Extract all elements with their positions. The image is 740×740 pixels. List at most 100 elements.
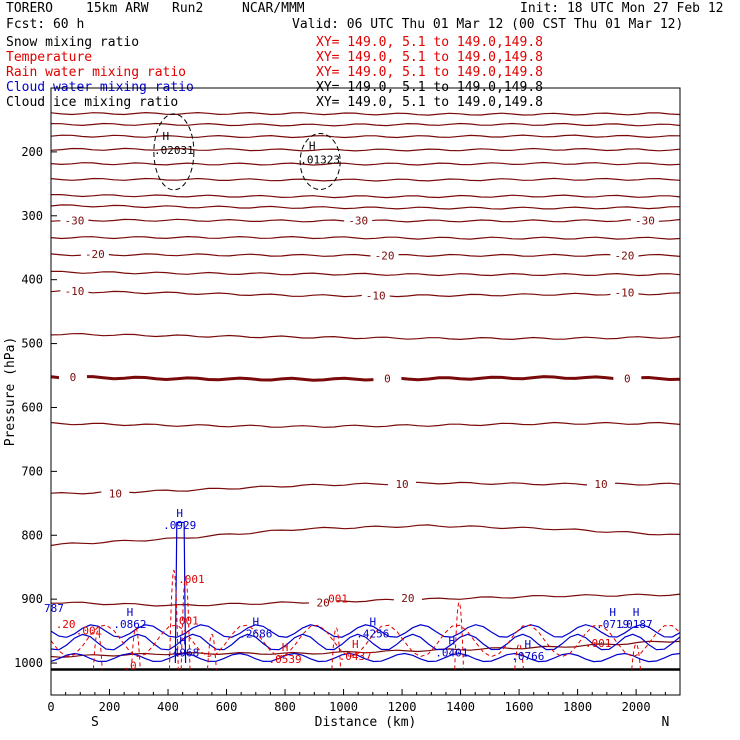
model-name: TORERO (6, 1, 53, 16)
temperature-label: 0 (384, 373, 391, 386)
temperature-label-bg (613, 371, 642, 385)
forecast-hour: Fcst: 60 h (6, 17, 85, 32)
isotherm-line (50, 524, 681, 547)
x-tick-label: 1200 (388, 700, 417, 714)
cloud-water-contour (50, 633, 681, 651)
cloud-water-max-h: H (252, 615, 259, 628)
temperature-label: -20 (375, 249, 395, 262)
isotherm-line (50, 161, 681, 166)
temperature-label-bg (80, 247, 109, 261)
temperature-label-bg (610, 248, 639, 262)
temperature-label-bg (344, 213, 373, 227)
rain-max-value: .001 (76, 624, 103, 637)
x-tick-label: 200 (99, 700, 121, 714)
cloud-water-contour (50, 624, 681, 638)
cloud-water-max-h: H (525, 638, 532, 651)
cloud-water-max-value: .4256 (356, 627, 389, 640)
isotherm-line (51, 593, 681, 607)
rain-max-h: H (352, 638, 359, 651)
isotherm-line (50, 332, 681, 341)
temperature-label: 10 (395, 478, 408, 491)
cloud-water-max-value: .0766 (511, 650, 544, 663)
temperature-label: 0 (70, 371, 77, 384)
cloud-water-max-value: .0719 (596, 618, 629, 631)
isotherm-line (50, 134, 681, 139)
rain-water-contour (331, 627, 342, 670)
legend-snow: Snow mixing ratio (6, 35, 140, 50)
legend-temperature-xy: XY= 149.0, 5.1 to 149.0,149.8 (316, 50, 543, 65)
x-tick-label: 1000 (329, 700, 358, 714)
x-tick-label: 1400 (446, 700, 475, 714)
temperature-label-bg (373, 371, 402, 385)
x-end-label-left: S (91, 715, 99, 730)
cloud-water-max-h: H (609, 606, 616, 619)
x-tick-label: 400 (157, 700, 179, 714)
cloud-water-max-value: .0401 (435, 647, 468, 660)
legend-cloud-ice: Cloud ice mixing ratio (6, 95, 179, 110)
isotherm-line (50, 421, 681, 428)
isotherm-line (50, 235, 681, 240)
temperature-label: -10 (366, 290, 386, 303)
cloud-water-max-value: .0862 (113, 618, 146, 631)
temperature-label: -30 (64, 214, 84, 227)
model-run: Run2 (172, 1, 204, 16)
isotherm-line (50, 481, 681, 495)
y-tick-label: 400 (21, 273, 43, 287)
y-tick-label: 200 (21, 145, 43, 159)
temperature-label-bg (388, 477, 417, 491)
x-tick-label: 0 (47, 700, 54, 714)
y-tick-label: 300 (21, 209, 43, 223)
cloud-water-contour (50, 652, 681, 663)
temperature-label: 10 (109, 488, 122, 501)
snow-max-h: H (163, 130, 170, 143)
temperature-label-bg (58, 369, 87, 383)
valid-time: Valid: 06 UTC Thu 01 Mar 12 (00 CST Thu … (292, 17, 684, 32)
temperature-label-bg (370, 248, 399, 262)
temperature-label-bg (587, 477, 616, 491)
snow-contour (153, 113, 195, 191)
temperature-label: -10 (64, 285, 84, 298)
temperature-label-bg (60, 213, 89, 227)
rain-max-value: .001 (322, 592, 349, 605)
cloud-water-edge-label: 787 (44, 602, 64, 615)
legend-temperature: Temperature (6, 50, 93, 65)
y-tick-label: 600 (21, 400, 43, 414)
temperature-label-bg (101, 486, 130, 500)
cloud-water-max-h: H (633, 606, 640, 619)
temperature-label-bg (60, 284, 89, 298)
rain-water-contour (92, 630, 103, 670)
temperature-label: 0 (624, 373, 631, 386)
rain-water-contour (168, 570, 179, 670)
rain-max-value: .001 (585, 637, 612, 650)
legend-rain: Rain water mixing ratio (6, 65, 187, 80)
snow-max-h: H (309, 139, 316, 152)
model-resolution: 15km ARW (86, 1, 149, 16)
plot-frame (50, 87, 681, 696)
x-tick-label: 800 (274, 700, 296, 714)
cloud-water-max-h: H (127, 606, 134, 619)
cloud-water-max-h: H (179, 635, 186, 648)
cloud-water-max-h: H (176, 507, 183, 520)
rain-max-value: .0539 (268, 653, 301, 666)
rain-water-contour (50, 624, 681, 658)
y-tick-label: 700 (21, 464, 43, 478)
model-center: NCAR/MMM (242, 1, 305, 16)
rain-water-contour (514, 643, 524, 670)
isotherm-line (50, 253, 681, 258)
x-tick-label: 600 (216, 700, 238, 714)
rain-water-contour (631, 643, 642, 670)
cloud-water-max-h: H (370, 615, 377, 628)
isotherm-line (50, 375, 681, 382)
temperature-label-bg (361, 288, 390, 302)
cloud-water-max-value: .4968 (166, 647, 199, 660)
rain-max-value: .0437 (339, 650, 372, 663)
temperature-label: -10 (614, 286, 634, 299)
snow-contour (299, 132, 341, 190)
isotherm-line (50, 147, 681, 152)
legend-rain-xy: XY= 149.0, 5.1 to 149.0,149.8 (316, 65, 543, 80)
x-axis-label: Distance (km) (315, 715, 417, 730)
isotherm-line (50, 270, 681, 277)
temperature-label-bg (630, 213, 659, 227)
x-tick-label: 2000 (622, 700, 651, 714)
